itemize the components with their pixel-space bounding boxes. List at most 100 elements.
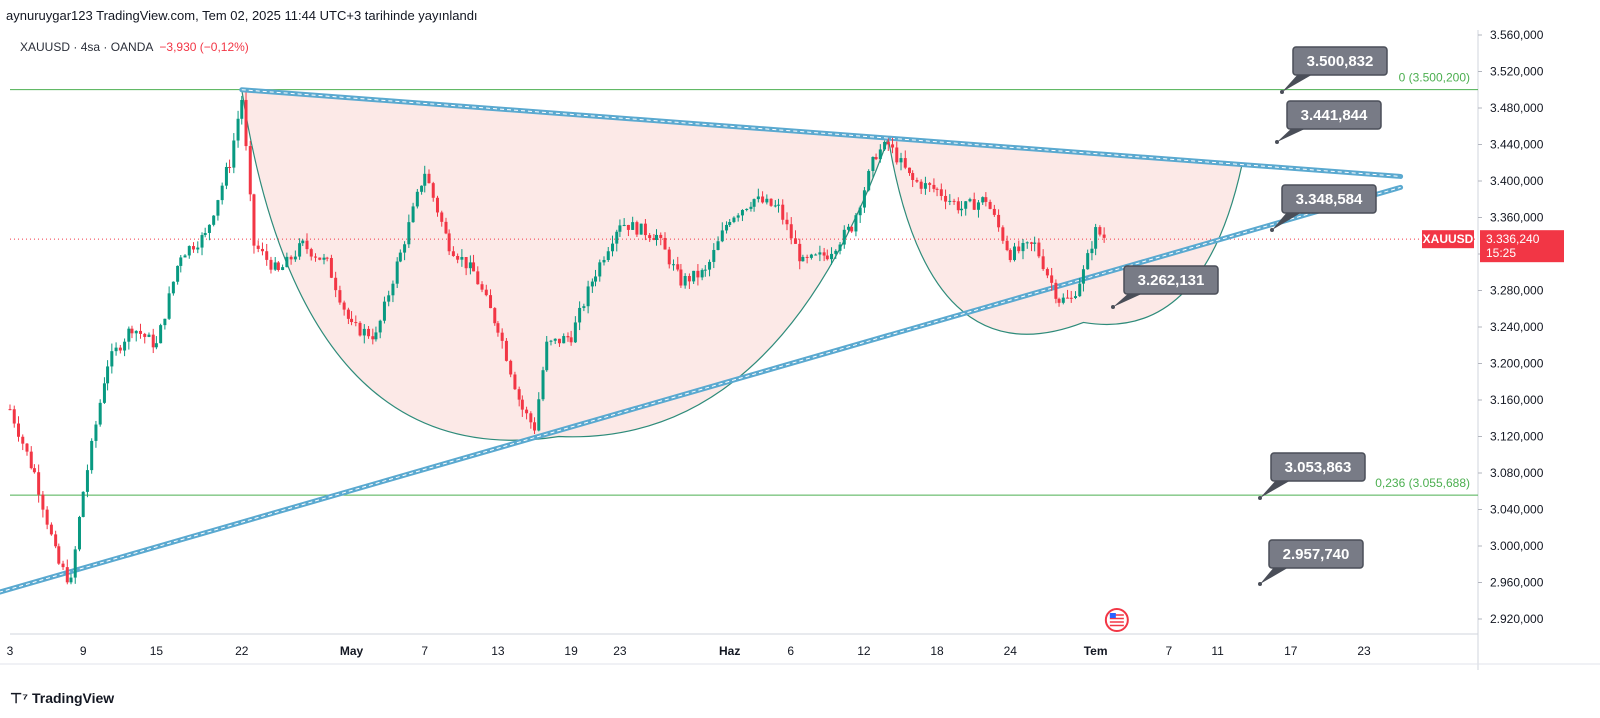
price-tick-label: 3.440,000 [1490, 138, 1544, 152]
candle-body [159, 325, 163, 344]
candle-body [147, 334, 151, 337]
candle-body [407, 222, 411, 245]
candle-body [395, 261, 399, 284]
candle-body [77, 516, 81, 550]
candle-body [692, 270, 696, 282]
candle-body [29, 451, 33, 469]
candle-body [871, 157, 875, 171]
candle-body [582, 306, 586, 308]
candle-body [179, 257, 183, 266]
candle-body [489, 295, 493, 309]
callout-label: 3.053,863 [1285, 459, 1352, 476]
candle-body [939, 189, 943, 196]
candle-body [513, 374, 517, 390]
candle-body [496, 323, 500, 333]
candle-body [480, 284, 484, 290]
candle-body [1081, 269, 1085, 284]
candle-body [411, 206, 415, 223]
price-tick-label: 3.240,000 [1490, 320, 1544, 334]
time-tick-label: 7 [1165, 644, 1172, 658]
candle-body [988, 201, 992, 209]
candle-body [154, 343, 158, 348]
candle-body [265, 251, 269, 260]
candle-body [1098, 227, 1102, 235]
candle-body [504, 340, 508, 361]
candle-body [423, 173, 427, 186]
symbol-price-tag-label: XAUUSD [1423, 232, 1474, 246]
candle-body [725, 224, 729, 231]
candle-body [858, 207, 862, 216]
tradingview-logo[interactable]: ⊤⁷ TradingView [10, 690, 114, 707]
symbol-exchange: OANDA [110, 40, 153, 54]
candle-body [252, 194, 256, 246]
candle-body [847, 226, 851, 230]
candle-body [908, 167, 912, 174]
candle-body [923, 183, 927, 189]
candle-body [1069, 297, 1073, 299]
candle-body [541, 370, 545, 400]
time-tick-label: May [340, 644, 364, 658]
candle-body [325, 257, 329, 259]
time-tick-label: 19 [564, 644, 578, 658]
candle-body [464, 257, 468, 269]
candle-body [919, 181, 923, 189]
chart-area[interactable]: 0 (3.500,200) 0,236 (3.055,688) 3.500,832 3… [0, 30, 1600, 718]
candle-body [586, 286, 590, 307]
current-price-tag [1480, 230, 1564, 263]
candle-body [740, 210, 744, 216]
callout-pointer [1277, 127, 1309, 142]
candle-body [232, 140, 236, 168]
candle-body [886, 141, 890, 145]
candle-body [240, 99, 244, 119]
cup-handle-fill [241, 89, 1243, 441]
symbol-legend[interactable]: XAUUSD · 4sa · OANDA −3,930 (−0,12%) [20, 40, 249, 54]
candle-body [553, 338, 557, 341]
candle-body [509, 360, 513, 375]
price-tick-label: 2.920,000 [1490, 612, 1544, 626]
candle-body [809, 254, 813, 258]
candle-body [749, 206, 753, 209]
candle-body [338, 290, 342, 303]
price-chart[interactable]: 0 (3.500,200) 0,236 (3.055,688) 3.500,832 3… [0, 30, 1600, 718]
candle-body [626, 224, 630, 230]
candle-body [192, 246, 196, 250]
candle-body [342, 302, 346, 310]
candle-body [825, 255, 829, 260]
callout-label: 2.957,740 [1283, 546, 1350, 563]
candle-body [566, 336, 570, 338]
candle-body [569, 337, 573, 343]
candle-body [984, 197, 988, 202]
candle-body [745, 208, 749, 211]
current-price-countdown: 15:25 [1486, 246, 1516, 260]
candle-body [594, 276, 598, 282]
candle-body [773, 205, 777, 207]
candle-body [830, 253, 834, 260]
candle-body [928, 183, 932, 185]
candle-body [493, 308, 497, 324]
callout-pointer [1113, 292, 1146, 307]
candle-body [1054, 282, 1058, 299]
candle-body [207, 224, 211, 233]
time-tick-label: 15 [150, 644, 164, 658]
candle-body [322, 257, 326, 260]
candle-body [635, 222, 639, 235]
candle-body [793, 238, 797, 244]
candle-body [676, 264, 680, 270]
time-tick-label: 11 [1211, 644, 1224, 658]
time-tick-label: 23 [1357, 644, 1371, 658]
candle-body [1005, 240, 1009, 251]
candle-body [517, 389, 521, 400]
candle-body [273, 262, 277, 270]
candle-body [398, 252, 402, 262]
callout-anchor [1111, 305, 1115, 309]
callout-box [1123, 265, 1219, 295]
candle-body [102, 383, 106, 403]
candle-body [765, 198, 769, 203]
time-tick-label: 3 [7, 644, 14, 658]
candle-body [143, 333, 147, 337]
candle-body [183, 255, 187, 258]
candle-body [573, 322, 577, 343]
symbol-price-tag [1422, 230, 1474, 249]
callout-label: 3.348,584 [1296, 191, 1363, 208]
candle-body [468, 262, 472, 269]
